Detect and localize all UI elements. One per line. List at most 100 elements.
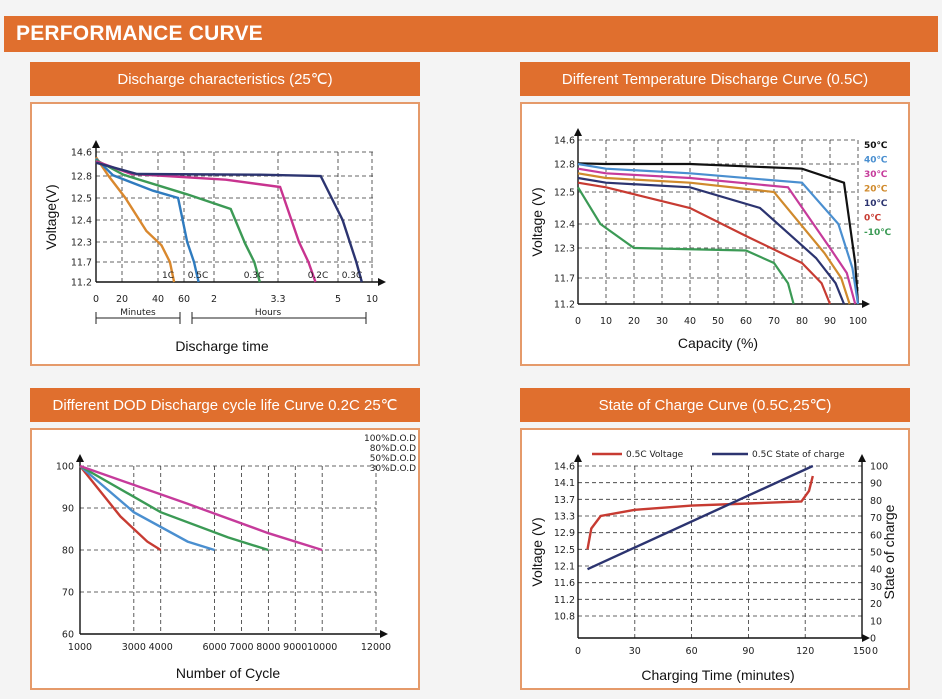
- y-tick-label: 12.4: [71, 216, 92, 227]
- soc-y-arrow: [574, 454, 582, 462]
- y2-tick-label: 30: [870, 582, 882, 593]
- y-tick-label: 100: [56, 462, 74, 473]
- y-tick-label: 70: [62, 588, 74, 599]
- x-tick-label: 0: [575, 646, 581, 657]
- discharge-x-arrow: [378, 278, 386, 286]
- x-tick-label: 10000: [307, 642, 337, 653]
- legend-entry: 20℃: [864, 185, 888, 195]
- x-tick-label: 40: [152, 294, 164, 305]
- x-tick-label: 20: [628, 316, 640, 327]
- soc-panel: 14.6 14.1 13.7 13.3 12.9 12.5 12.1 11.6 11.2 10.8…: [520, 428, 910, 690]
- curve-label: 0.3C: [342, 271, 363, 281]
- y-tick-label: 12.9: [554, 528, 575, 539]
- discharge-chart: 14.6 12.8 12.5 12.4 12.3 11.7 11.20 20 40 60 2 3.3 5…: [43, 140, 386, 354]
- discharge-y-arrow: [92, 140, 100, 148]
- temperature-curve: [577, 172, 851, 305]
- y-tick-label: 13.7: [554, 495, 575, 506]
- legend-entry: 80%D.O.D: [370, 444, 416, 454]
- legend-entry: -10℃: [864, 228, 891, 238]
- legend-entry: 0.5C State of charge: [752, 450, 845, 460]
- x-tick-label: 100: [849, 316, 867, 327]
- x-tick-label: 60: [740, 316, 752, 327]
- dod-y-arrow: [76, 454, 84, 462]
- legend-entry: 10℃: [864, 199, 888, 209]
- y-tick-label: 14.6: [554, 462, 575, 473]
- discharge-panel: 14.6 12.8 12.5 12.4 12.3 11.7 11.2 0 20 40 60 2 3.3 5…: [30, 102, 420, 366]
- discharge-curve-0.5C: [95, 157, 200, 283]
- y-tick-label: 12.8: [71, 172, 92, 183]
- y-tick-label: 12.3: [554, 244, 575, 255]
- x-tick-label: 0: [575, 316, 581, 327]
- x-tick-label: 120: [796, 646, 814, 657]
- y2-tick-label: 40: [870, 565, 882, 576]
- y2-tick-label: 80: [870, 496, 882, 507]
- discharge-curve-0.2C: [95, 160, 317, 283]
- y-tick-label: 11.2: [554, 595, 575, 606]
- x-final-tick: 0: [872, 646, 878, 657]
- y-tick-label: 12.5: [71, 194, 92, 205]
- x-tick-label: 90: [742, 646, 754, 657]
- y2-tick-label: 20: [870, 599, 882, 610]
- minutes-label: Minutes: [120, 308, 156, 318]
- x-tick-label: 60: [178, 294, 190, 305]
- y2-tick-label: 90: [870, 479, 882, 490]
- legend-entry: 50%D.O.D: [370, 454, 416, 464]
- x-tick-label: 30: [629, 646, 641, 657]
- y2-tick-label: 60: [870, 530, 882, 541]
- y-tick-label: 12.1: [554, 562, 575, 573]
- y-tick-label: 14.6: [554, 136, 575, 147]
- curve-label: 1C: [162, 271, 174, 281]
- dod-header: Different DOD Discharge cycle life Curve…: [30, 388, 420, 422]
- dod-title: Different DOD Discharge cycle life Curve…: [52, 397, 398, 414]
- x-tick-label: 60: [686, 646, 698, 657]
- y-tick-label: 11.2: [554, 300, 575, 311]
- curve-label: 0.3C: [244, 271, 265, 281]
- dod-curve: [79, 465, 215, 552]
- x-tick-label: 6000: [202, 642, 226, 653]
- x-tick-label: 3.3: [270, 294, 285, 305]
- y2-tick-label: 0: [870, 634, 876, 645]
- y-tick-label: 12.5: [554, 188, 575, 199]
- x-axis-label: Number of Cycle: [176, 665, 280, 681]
- x-tick-label: 3000: [122, 642, 146, 653]
- y-tick-label: 11.7: [71, 258, 92, 269]
- x-axis-label: Discharge time: [175, 338, 269, 354]
- temperature-panel: 14.6 12.8 12.5 12.4 12.3 11.7 11.2 0 10 20 30 40 50 6…: [520, 102, 910, 366]
- y2-tick-label: 10: [870, 616, 882, 627]
- temperature-curve: [577, 181, 832, 305]
- y-tick-label: 12.8: [554, 160, 575, 171]
- curve-label: 0.2C: [308, 271, 329, 281]
- temperature-curve: [577, 162, 860, 305]
- x-tick-label: 9000: [283, 642, 307, 653]
- x-tick-label: 7000: [229, 642, 253, 653]
- temperature-curve: [577, 162, 860, 305]
- temperature-curve: [577, 167, 857, 305]
- legend-entry: 50℃: [864, 141, 888, 151]
- temperature-curve: [577, 176, 846, 305]
- y-axis-label: Voltage (V): [529, 187, 545, 256]
- legend-entry: 0℃: [864, 214, 881, 224]
- x-tick-label: 90: [824, 316, 836, 327]
- discharge-title: Discharge characteristics (25℃): [117, 71, 333, 88]
- x-tick-label: 10: [600, 316, 612, 327]
- temperature-title: Different Temperature Discharge Curve (0…: [561, 70, 869, 88]
- y2-tick-label: 50: [870, 548, 882, 559]
- y-tick-label: 14.1: [554, 478, 575, 489]
- x-tick-label: 4000: [149, 642, 173, 653]
- x-tick-label: 20: [116, 294, 128, 305]
- y-tick-label: 12.3: [71, 238, 92, 249]
- temperature-x-arrow: [862, 300, 870, 308]
- discharge-curve-0.1C: [95, 161, 363, 283]
- legend-entry: 100%D.O.D: [364, 434, 416, 444]
- x-axis-label: Charging Time (minutes): [641, 667, 794, 683]
- y-axis-label: Voltage (V): [529, 517, 545, 586]
- banner-title: PERFORMANCE CURVE: [16, 22, 263, 45]
- legend-entry: 30℃: [864, 170, 888, 180]
- hours-label: Hours: [255, 308, 282, 318]
- temperature-curve: [577, 186, 795, 305]
- x-tick-label: 70: [768, 316, 780, 327]
- x-tick-label: 80: [796, 316, 808, 327]
- y-tick-label: 10.8: [554, 612, 575, 623]
- x-tick-label: 8000: [256, 642, 280, 653]
